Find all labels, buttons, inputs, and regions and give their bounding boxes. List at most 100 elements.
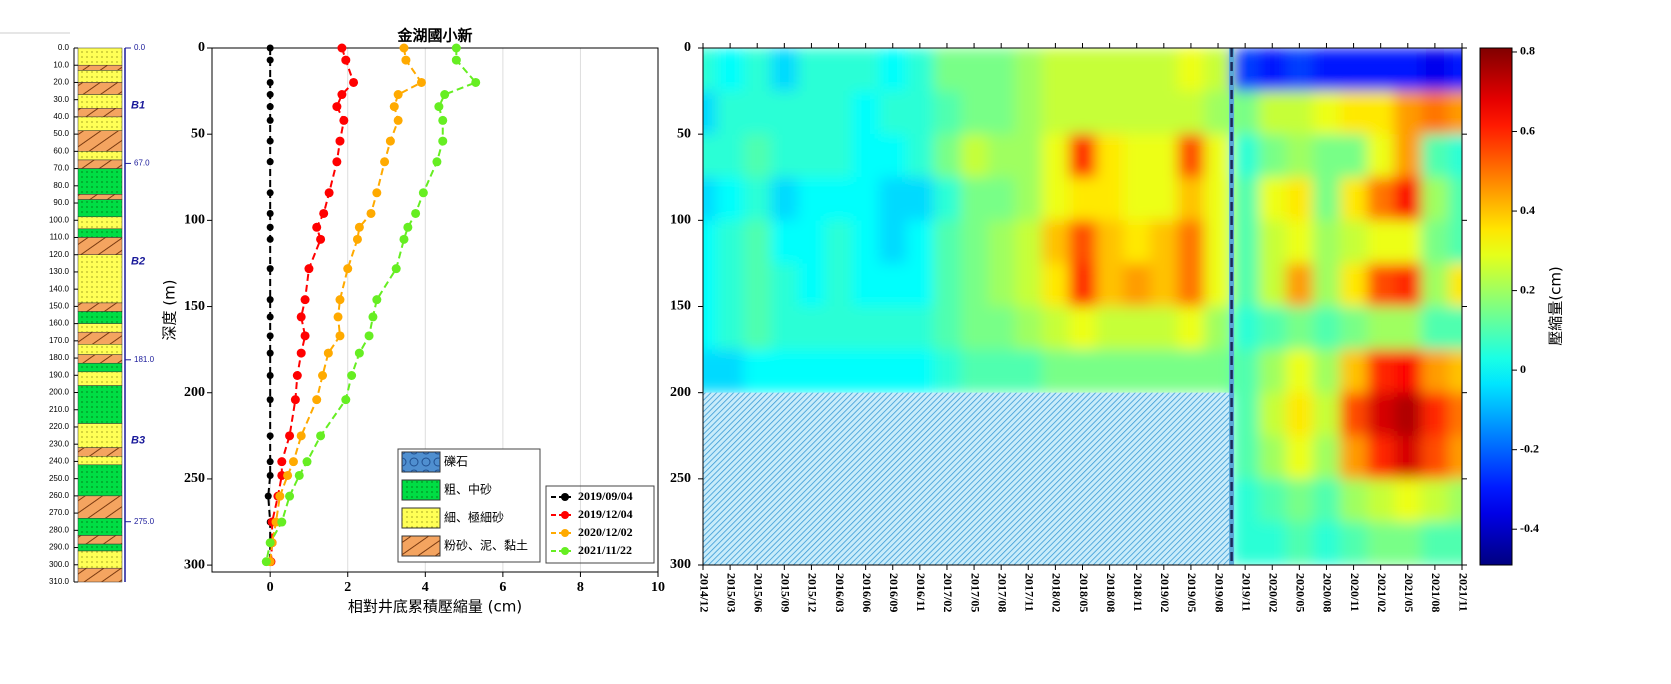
depth-tick-label: 290.0 xyxy=(49,543,70,552)
heat-cell xyxy=(1096,306,1124,351)
heat-cell xyxy=(906,177,934,221)
heat-cell xyxy=(1448,220,1462,264)
layer-pattern xyxy=(78,464,122,496)
heat-cell xyxy=(1177,220,1205,264)
series-point xyxy=(347,371,357,380)
heat-cell xyxy=(1312,263,1341,307)
colorbar-tick-label: 0 xyxy=(1520,362,1526,376)
series-point xyxy=(337,90,347,100)
heat-cell xyxy=(1367,91,1395,135)
series-point xyxy=(316,431,326,441)
heat-cell xyxy=(1340,478,1368,523)
no-data-cell xyxy=(1068,392,1097,437)
heat-cell xyxy=(824,177,853,221)
heat-cell xyxy=(1258,177,1287,221)
colorbar-tick-label: 0.2 xyxy=(1520,282,1535,296)
series-point xyxy=(366,208,376,218)
y-tick-label: 150 xyxy=(670,299,691,314)
heat-cell xyxy=(1421,478,1449,523)
no-data-cell xyxy=(770,435,799,480)
series-point xyxy=(335,331,345,341)
no-data-cell xyxy=(1123,392,1151,437)
heat-cell xyxy=(1312,306,1341,351)
no-data-cell xyxy=(770,478,799,523)
heat-cell xyxy=(1231,220,1260,264)
heat-cell xyxy=(1123,349,1151,394)
x-tick-label: 4 xyxy=(422,580,429,595)
heat-cell xyxy=(933,91,962,135)
no-data-cell xyxy=(716,392,745,437)
x-tick-label: 2017/08 xyxy=(995,573,1009,612)
heat-cell xyxy=(1285,91,1314,135)
heat-cell xyxy=(824,349,853,394)
y-tick-label: 100 xyxy=(670,213,691,228)
heat-cell xyxy=(1394,220,1422,264)
heat-cell xyxy=(933,177,962,221)
x-tick-label: 2015/12 xyxy=(806,573,820,612)
heat-cell xyxy=(960,306,989,351)
x-tick-label: 2021/08 xyxy=(1429,573,1443,612)
layer-pattern xyxy=(78,518,122,536)
series-point xyxy=(319,208,329,218)
heat-cell xyxy=(852,91,880,135)
x-tick-label: 2016/11 xyxy=(914,573,928,612)
lithology-label: 粉砂、泥、黏土 xyxy=(444,539,528,553)
heat-cell xyxy=(1312,392,1341,437)
layer-pattern xyxy=(78,568,122,582)
no-data-cell xyxy=(852,478,880,523)
lithology-label: 細、極細砂 xyxy=(444,510,504,525)
series-point xyxy=(438,136,448,146)
heat-cell xyxy=(1448,349,1462,394)
lithology-swatch-pattern xyxy=(402,508,440,528)
layer-pattern xyxy=(78,550,122,569)
heat-cell xyxy=(1204,349,1233,394)
heat-cell xyxy=(1421,349,1449,394)
x-tick-label: 2015/03 xyxy=(724,573,738,612)
heat-cell xyxy=(1123,48,1151,92)
heat-cell xyxy=(879,263,907,307)
series-point xyxy=(266,44,274,52)
depth-tick-label: 240.0 xyxy=(49,457,70,466)
series-point xyxy=(399,234,409,244)
layer-pattern xyxy=(78,363,122,372)
no-data-cell xyxy=(797,521,826,565)
heat-cell xyxy=(1096,263,1124,307)
heat-cell xyxy=(824,91,853,135)
heat-cell xyxy=(1448,177,1462,221)
series-point xyxy=(285,431,295,441)
heat-cell xyxy=(797,349,826,394)
series-point xyxy=(275,491,285,501)
heat-cell xyxy=(1068,134,1097,178)
series-point xyxy=(266,296,274,304)
layer-pattern xyxy=(78,447,122,457)
heat-cell xyxy=(1448,91,1462,135)
heat-cell xyxy=(1014,177,1043,221)
heat-cell xyxy=(1041,349,1070,394)
heat-cell xyxy=(1068,263,1097,307)
no-data-cell xyxy=(960,521,989,565)
series-point xyxy=(391,264,401,274)
no-data-cell xyxy=(716,435,745,480)
heat-cell xyxy=(1285,177,1314,221)
no-data-cell xyxy=(1177,478,1205,523)
heat-cell xyxy=(1258,521,1287,565)
series-point xyxy=(312,395,322,405)
legend-marker xyxy=(561,493,569,501)
series-point xyxy=(266,471,274,479)
y-tick-label: 200 xyxy=(670,385,691,400)
heat-cell xyxy=(1204,220,1233,264)
heat-cell xyxy=(1068,220,1097,264)
heat-cell xyxy=(1340,48,1368,92)
heat-cell xyxy=(906,220,934,264)
heat-cell xyxy=(1231,91,1260,135)
heat-cell xyxy=(1340,263,1368,307)
no-data-cell xyxy=(987,392,1016,437)
series-point xyxy=(337,43,347,53)
legend-label: 2020/12/02 xyxy=(578,525,633,539)
heat-cell xyxy=(1150,349,1178,394)
heat-cell xyxy=(852,349,880,394)
layer-pattern xyxy=(78,70,122,83)
x-tick-label: 2015/09 xyxy=(779,573,793,612)
heat-cell xyxy=(824,48,853,92)
heat-cell xyxy=(703,349,718,394)
